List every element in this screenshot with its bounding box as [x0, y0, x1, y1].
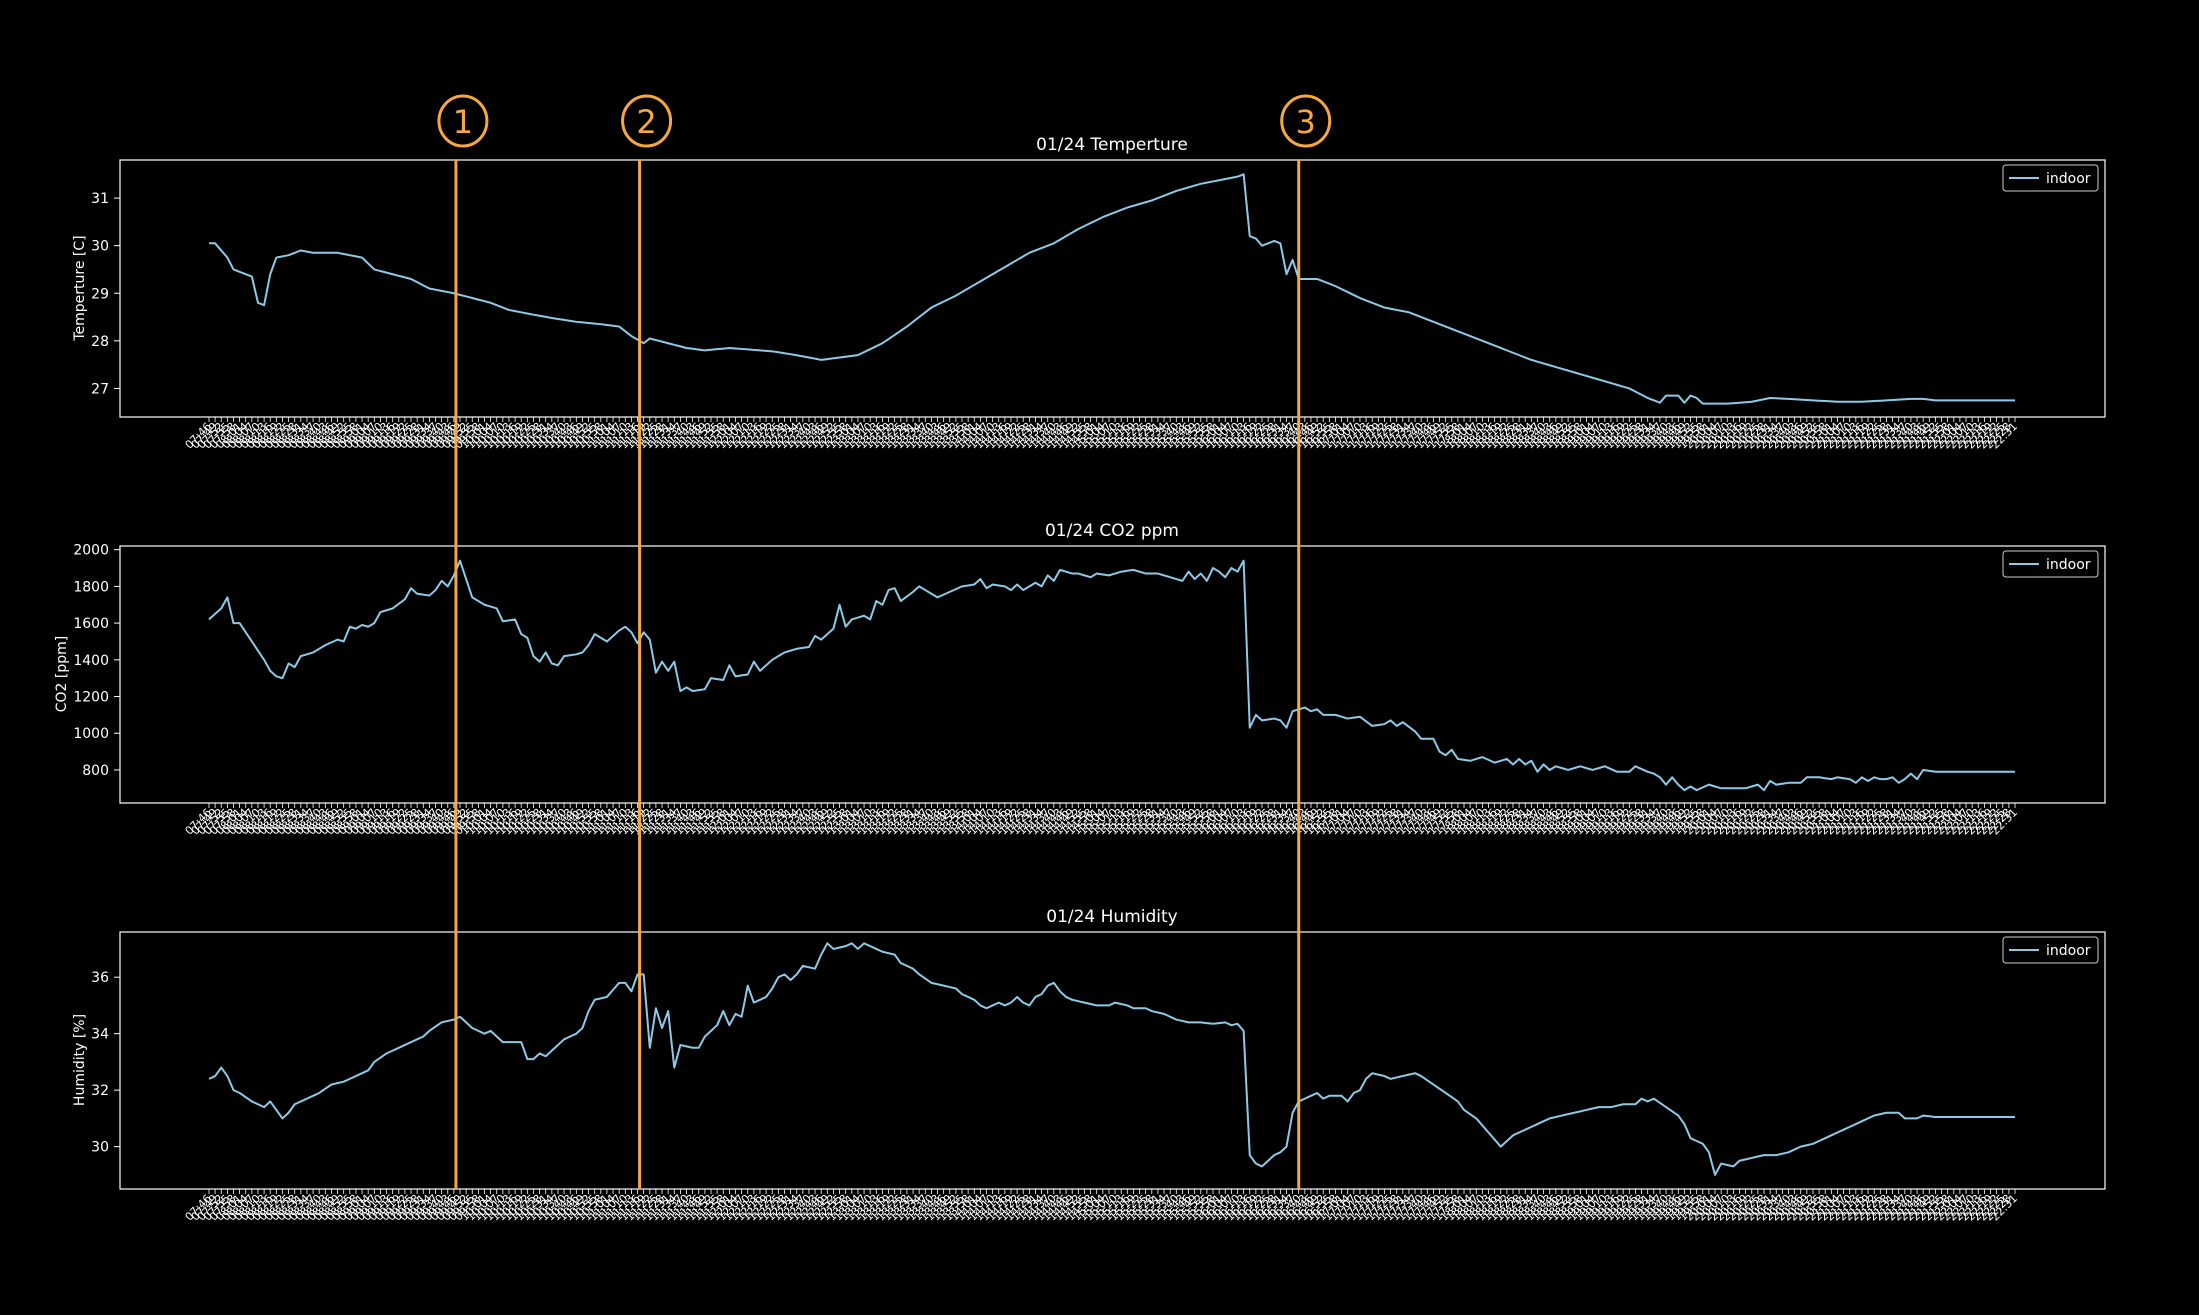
y-tick-label: 1000 [73, 726, 109, 742]
temperature-plot-frame [119, 159, 2106, 418]
temperature-y-axis-label: Temperture [C] [72, 235, 88, 341]
humidity-legend-label: indoor [2046, 943, 2091, 959]
event-markers: 1 2 3 [437, 94, 1332, 1189]
y-tick-label: 800 [82, 763, 109, 779]
y-tick-label: 1200 [73, 690, 109, 706]
y-tick-label: 2000 [73, 543, 109, 559]
temperature-indoor-line [209, 173, 2015, 405]
y-tick-label: 28 [91, 334, 109, 350]
co2-plot-frame [119, 545, 2106, 804]
humidity-y-ticks: 30 32 34 36 [91, 970, 120, 1156]
co2-title: 01/24 CO2 ppm [1045, 521, 1179, 541]
temperature-title: 01/24 Temperture [1036, 135, 1188, 155]
y-tick-label: 32 [91, 1083, 109, 1099]
y-tick-label: 1400 [73, 653, 109, 669]
marker-circle-2 [621, 94, 673, 148]
co2-y-axis-label: CO2 [ppm] [54, 636, 70, 713]
humidity-legend-box [2002, 936, 2099, 964]
co2-legend-box [2002, 550, 2099, 578]
y-tick-label: 29 [91, 286, 109, 302]
humidity-plot-frame [119, 931, 2106, 1190]
co2-panel: 01/24 CO2 ppm CO2 [ppm] 800 1000 1200 1400 1… [54, 521, 2106, 838]
humidity-panel: 01/24 Humidity Humidity [%] 30 32 34 36 07:… [72, 907, 2106, 1224]
y-tick-label: 34 [91, 1027, 109, 1043]
marker-label-3: 3 [1296, 103, 1316, 141]
temperature-y-ticks: 27 28 29 30 31 [91, 191, 120, 397]
marker-circle-1 [437, 94, 489, 148]
y-tick-label: 31 [91, 191, 109, 207]
co2-x-ticks: 07:4607:4907:5207:5507:5808:0108:0408:07… [183, 803, 2020, 838]
y-tick-label: 36 [91, 970, 109, 986]
humidity-indoor-line [208, 942, 2015, 1176]
co2-indoor-line [208, 559, 2015, 792]
temperature-x-ticks: 07:4607:4907:5207:5507:5808:0108:0408:07… [183, 417, 2020, 452]
y-tick-label: 30 [91, 1140, 109, 1156]
co2-legend: indoor [2002, 550, 2099, 578]
y-tick-label: 30 [91, 239, 109, 255]
humidity-legend: indoor [2002, 936, 2099, 964]
y-tick-label: 27 [91, 381, 109, 397]
humidity-x-ticks: 07:4607:4907:5207:5507:5808:0108:0408:07… [183, 1189, 2020, 1224]
temperature-panel: 01/24 Temperture Temperture [C] 27 28 29 30… [72, 135, 2106, 452]
y-tick-label: 1600 [73, 616, 109, 632]
marker-circle-3 [1280, 94, 1332, 148]
marker-label-1: 1 [453, 103, 473, 141]
co2-legend-label: indoor [2046, 557, 2091, 573]
marker-label-2: 2 [636, 103, 656, 141]
humidity-y-axis-label: Humidity [%] [72, 1014, 88, 1106]
temperature-legend-label: indoor [2046, 171, 2091, 187]
co2-y-ticks: 800 1000 1200 1400 1600 1800 2000 [73, 543, 120, 779]
temperature-legend: indoor [2002, 164, 2099, 192]
temperature-legend-box [2002, 164, 2099, 192]
humidity-title: 01/24 Humidity [1046, 907, 1177, 927]
y-tick-label: 1800 [73, 579, 109, 595]
